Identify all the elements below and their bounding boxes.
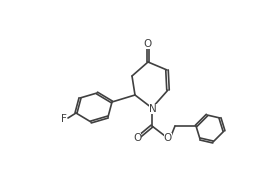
Text: N: N <box>149 104 157 114</box>
Text: F: F <box>61 114 67 124</box>
Text: O: O <box>144 39 152 49</box>
Text: O: O <box>133 133 141 143</box>
Text: O: O <box>164 133 172 143</box>
